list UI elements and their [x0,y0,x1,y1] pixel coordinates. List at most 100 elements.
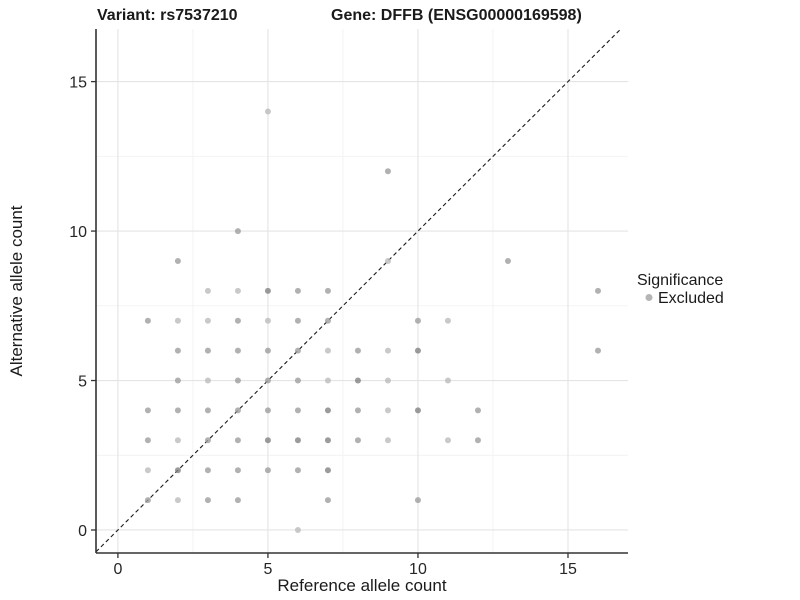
legend-item-label: Excluded [658,290,724,307]
data-point [414,497,421,504]
data-point [234,317,241,324]
data-point [324,437,331,444]
data-point [294,437,301,444]
identity-line-group [95,28,622,553]
gridlines-minor [96,29,628,553]
data-point [414,317,421,324]
y-tick-label: 0 [78,523,87,540]
y-tick-label: 15 [69,75,87,92]
x-tick-label: 0 [113,561,122,578]
data-point [324,317,331,324]
data-point [384,407,391,414]
legend-point-icon [645,294,653,301]
data-point [594,347,601,354]
legend-title: Significance [637,272,723,289]
data-point [174,257,181,264]
data-point [294,377,301,384]
data-point [264,317,271,324]
data-point [294,347,301,354]
data-point [264,407,271,414]
data-point [234,407,241,414]
data-point [174,437,181,444]
data-point [384,257,391,264]
data-point [354,407,361,414]
axis-lines [95,29,628,554]
data-point [204,347,211,354]
data-point [324,467,331,474]
data-point [204,407,211,414]
data-point [204,287,211,294]
data-points [144,108,601,533]
data-point [264,347,271,354]
y-axis-title: Alternative allele count [7,205,26,376]
tick-marks [91,80,569,558]
data-point [234,437,241,444]
data-point [324,377,331,384]
data-point [444,377,451,384]
data-point [384,377,391,384]
data-point [234,228,241,235]
data-point [234,347,241,354]
data-point [144,497,151,504]
data-point [204,437,211,444]
data-point [444,437,451,444]
data-point [234,467,241,474]
data-point [354,437,361,444]
data-point [174,347,181,354]
data-point [234,497,241,504]
data-point [144,467,151,474]
data-point [144,317,151,324]
data-point [354,377,361,384]
data-point [174,407,181,414]
data-point [354,347,361,354]
identity-line [95,28,622,553]
data-point [594,287,601,294]
data-point [384,168,391,175]
data-point [144,407,151,414]
legend: Significance Excluded [637,272,724,307]
plot-titles: Variant: rs7537210 Gene: DFFB (ENSG00000… [97,7,582,24]
data-point [474,437,481,444]
data-point [504,257,511,264]
data-point [264,437,271,444]
data-point [324,407,331,414]
gene-title: Gene: DFFB (ENSG00000169598) [331,7,582,24]
data-point [174,377,181,384]
data-point [204,497,211,504]
x-tick-label: 15 [559,561,577,578]
data-point [414,347,421,354]
data-point [294,467,301,474]
data-point [264,377,271,384]
data-point [474,407,481,414]
data-point [264,108,271,115]
data-point [324,497,331,504]
data-point [444,317,451,324]
x-tick-label: 10 [409,561,427,578]
data-point [264,467,271,474]
data-point [294,287,301,294]
data-point [324,287,331,294]
x-tick-label: 5 [263,561,272,578]
tick-labels: 0 5 10 15 0 5 10 15 [69,75,577,578]
data-point [264,287,271,294]
data-point [234,287,241,294]
data-point [294,407,301,414]
data-point [174,317,181,324]
data-point [234,377,241,384]
data-point [204,377,211,384]
data-point [294,317,301,324]
y-tick-label: 10 [69,224,87,241]
data-point [384,437,391,444]
data-point [144,437,151,444]
data-point [384,347,391,354]
data-point [174,467,181,474]
y-tick-label: 5 [78,374,87,391]
data-point [324,347,331,354]
variant-title: Variant: rs7537210 [97,7,238,24]
data-point [294,526,301,533]
data-point [204,317,211,324]
x-axis-title: Reference allele count [277,576,446,595]
data-point [204,467,211,474]
